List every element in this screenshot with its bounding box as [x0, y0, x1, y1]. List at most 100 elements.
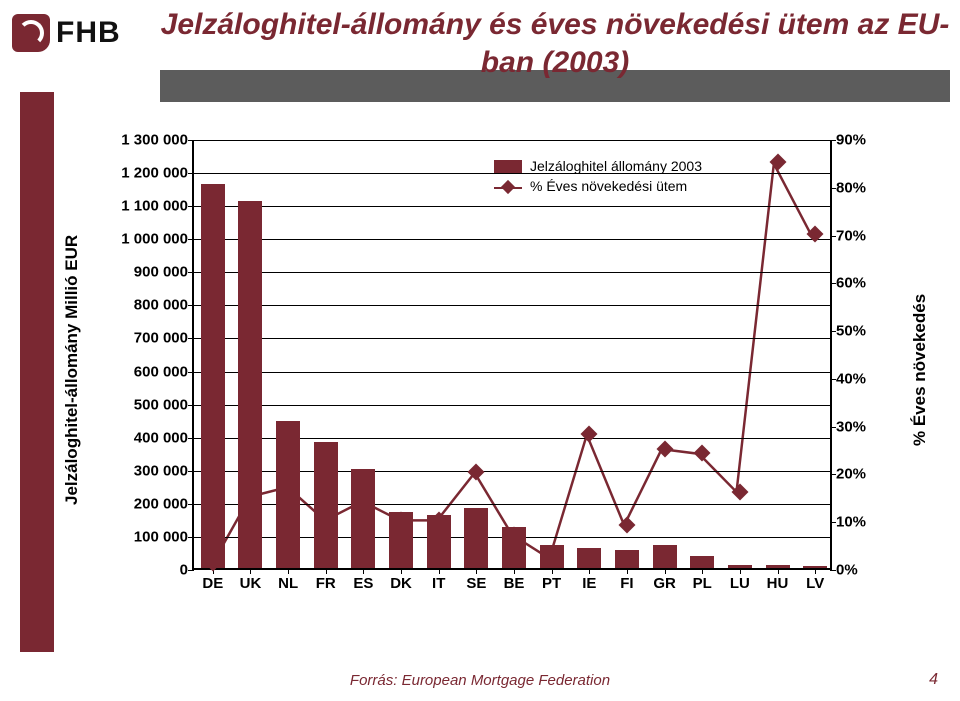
fhb-logo-icon [12, 14, 50, 52]
y-right-tick-label: 90% [836, 132, 882, 149]
y-left-tick-label: 0 [106, 562, 188, 579]
x-category-label: DE [195, 575, 231, 592]
y-left-tick-mark [188, 272, 194, 273]
y-axis-right-label: % Éves növekedés [910, 170, 930, 570]
y-left-tick-label: 700 000 [106, 330, 188, 347]
bar [653, 545, 677, 568]
x-category-label: NL [270, 575, 306, 592]
x-category-label: HU [760, 575, 796, 592]
bar [615, 550, 639, 568]
chart-legend: Jelzáloghitel állomány 2003 % Éves növek… [494, 158, 714, 198]
y-left-tick-mark [188, 206, 194, 207]
x-category-label: DK [383, 575, 419, 592]
y-right-tick-label: 10% [836, 514, 882, 531]
y-right-tick-mark [830, 379, 836, 380]
line-marker [694, 445, 711, 462]
gridline [194, 206, 830, 207]
legend-row-line: % Éves növekedési ütem [494, 178, 714, 194]
y-left-tick-label: 1 300 000 [106, 132, 188, 149]
y-left-tick-label: 400 000 [106, 429, 188, 446]
bar [201, 184, 225, 568]
x-tick-mark [552, 568, 553, 574]
x-category-label: BE [496, 575, 532, 592]
y-left-tick-mark [188, 504, 194, 505]
x-tick-mark [627, 568, 628, 574]
x-tick-mark [740, 568, 741, 574]
left-vertical-stripe [20, 92, 54, 652]
y-left-tick-mark [188, 372, 194, 373]
x-category-label: FR [308, 575, 344, 592]
fhb-logo: FHB [12, 6, 152, 60]
bar [238, 201, 262, 568]
x-category-label: UK [232, 575, 268, 592]
x-tick-mark [439, 568, 440, 574]
bar [690, 556, 714, 568]
legend-line-label: % Éves növekedési ütem [530, 178, 687, 194]
line-marker [618, 517, 635, 534]
gridline [194, 338, 830, 339]
y-left-tick-label: 1 100 000 [106, 198, 188, 215]
y-right-tick-mark [830, 140, 836, 141]
x-tick-mark [363, 568, 364, 574]
y-right-tick-mark [830, 188, 836, 189]
y-left-tick-mark [188, 537, 194, 538]
x-category-label: IT [421, 575, 457, 592]
y-left-tick-label: 1 200 000 [106, 165, 188, 182]
x-category-label: PL [684, 575, 720, 592]
y-right-tick-label: 70% [836, 227, 882, 244]
y-left-tick-label: 100 000 [106, 528, 188, 545]
x-tick-mark [778, 568, 779, 574]
chart-container: Jelzáloghitel-állomány Millió EUR % Éves… [72, 130, 922, 640]
y-left-tick-mark [188, 570, 194, 571]
legend-bar-label: Jelzáloghitel állomány 2003 [530, 158, 702, 174]
line-marker [731, 483, 748, 500]
y-right-tick-label: 80% [836, 179, 882, 196]
y-left-tick-label: 900 000 [106, 264, 188, 281]
gridline [194, 405, 830, 406]
y-left-tick-mark [188, 471, 194, 472]
y-right-tick-mark [830, 236, 836, 237]
x-tick-mark [476, 568, 477, 574]
y-left-tick-mark [188, 438, 194, 439]
y-axis-left-label: Jelzáloghitel-állomány Millió EUR [62, 170, 82, 570]
bar [577, 548, 601, 568]
x-tick-mark [401, 568, 402, 574]
bar [464, 508, 488, 568]
x-category-label: LU [722, 575, 758, 592]
plot-area: Jelzáloghitel állomány 2003 % Éves növek… [192, 140, 832, 570]
y-left-tick-label: 1 000 000 [106, 231, 188, 248]
gridline [194, 272, 830, 273]
line-marker [769, 153, 786, 170]
x-category-label: PT [534, 575, 570, 592]
y-right-tick-label: 0% [836, 562, 882, 579]
line-marker [656, 440, 673, 457]
y-right-tick-label: 40% [836, 370, 882, 387]
y-left-tick-mark [188, 405, 194, 406]
y-right-tick-label: 30% [836, 418, 882, 435]
gridline [194, 173, 830, 174]
y-right-tick-mark [830, 331, 836, 332]
gridline [194, 372, 830, 373]
gridline [194, 305, 830, 306]
y-right-tick-mark [830, 283, 836, 284]
x-tick-mark [665, 568, 666, 574]
x-category-label: SE [458, 575, 494, 592]
x-tick-mark [288, 568, 289, 574]
x-category-label: ES [345, 575, 381, 592]
x-tick-mark [250, 568, 251, 574]
y-right-tick-label: 50% [836, 323, 882, 340]
bar [351, 469, 375, 568]
x-category-label: IE [571, 575, 607, 592]
page-number: 4 [929, 671, 938, 689]
y-right-tick-mark [830, 570, 836, 571]
y-left-tick-mark [188, 239, 194, 240]
x-category-label: FI [609, 575, 645, 592]
y-left-tick-label: 600 000 [106, 363, 188, 380]
legend-line-swatch [494, 180, 522, 194]
y-right-tick-mark [830, 427, 836, 428]
y-right-tick-mark [830, 474, 836, 475]
y-left-tick-mark [188, 173, 194, 174]
y-left-tick-label: 200 000 [106, 495, 188, 512]
y-left-tick-label: 300 000 [106, 462, 188, 479]
gridline [194, 140, 830, 141]
